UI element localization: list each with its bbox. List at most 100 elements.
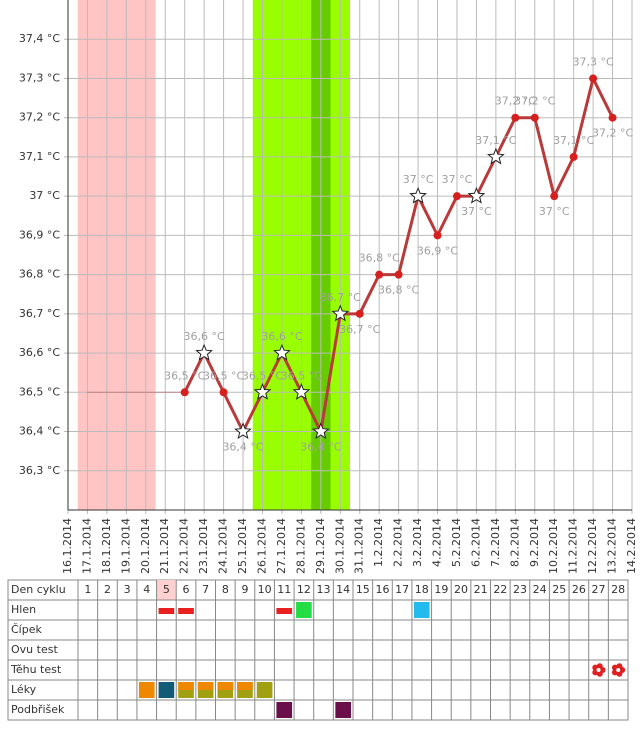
x-tick-label: 28.1.2014 — [294, 518, 307, 574]
star-point — [311, 422, 330, 440]
mark-bar — [158, 608, 175, 614]
day-number: 10 — [258, 583, 272, 596]
x-tick-label: 9.2.2014 — [528, 518, 541, 567]
day-number: 6 — [183, 583, 190, 596]
star-point — [273, 343, 291, 361]
day-number: 22 — [493, 583, 507, 596]
x-tick-label: 13.2.2014 — [606, 518, 619, 574]
value-label: 36,7 °C — [320, 291, 361, 304]
star-point — [331, 304, 350, 322]
row-label: Léky — [11, 683, 37, 696]
x-tick-label: 2.2.2014 — [392, 518, 405, 567]
y-tick-label: 36,6 °C — [19, 346, 60, 359]
day-number: 21 — [474, 583, 488, 596]
x-tick-label: 22.1.2014 — [178, 518, 191, 574]
x-tick-label: 30.1.2014 — [333, 518, 346, 574]
value-label: 36,5 °C — [164, 369, 205, 382]
day-number: 1 — [84, 583, 91, 596]
day-number: 9 — [241, 583, 248, 596]
y-tick-label: 37,1 °C — [19, 150, 60, 163]
x-tick-label: 20.1.2014 — [139, 518, 152, 574]
point — [530, 113, 539, 122]
x-tick-label: 7.2.2014 — [489, 518, 502, 567]
value-label: 36,5 °C — [281, 369, 322, 382]
day-number: 13 — [317, 583, 331, 596]
flower-center — [616, 668, 621, 672]
y-tick-label: 37,3 °C — [19, 71, 60, 84]
x-tick-label: 23.1.2014 — [197, 518, 210, 574]
value-label: 36,4 °C — [300, 441, 341, 454]
star-point — [487, 147, 505, 165]
x-tick-label: 6.2.2014 — [469, 518, 482, 567]
y-tick-label: 36,9 °C — [19, 228, 60, 241]
x-tick-label: 25.1.2014 — [236, 518, 249, 574]
day-number: 14 — [336, 583, 350, 596]
day-number: 25 — [552, 583, 566, 596]
day-number: 16 — [375, 583, 389, 596]
value-label: 36,8 °C — [378, 284, 419, 297]
x-tick-label: 1.2.2014 — [372, 518, 385, 567]
table-header: Den cyklu — [11, 583, 66, 596]
mark-square — [413, 602, 430, 618]
point — [433, 231, 442, 240]
point — [511, 113, 520, 122]
value-label: 36,6 °C — [261, 330, 302, 343]
value-label: 37,1 °C — [475, 134, 516, 147]
star-point — [292, 382, 311, 400]
value-label: 36,5 °C — [242, 369, 283, 382]
flower-petal — [596, 663, 603, 670]
value-label: 36,5 °C — [203, 369, 244, 382]
star-point — [195, 343, 213, 361]
x-tick-label: 24.1.2014 — [217, 518, 230, 574]
day-number: 4 — [143, 583, 150, 596]
band — [77, 0, 156, 510]
x-tick-label: 26.1.2014 — [255, 518, 268, 574]
x-tick-label: 5.2.2014 — [450, 518, 463, 567]
value-label: 37,2 °C — [514, 95, 555, 108]
day-number: 23 — [513, 583, 527, 596]
day-number: 2 — [104, 583, 111, 596]
x-tick-label: 17.1.2014 — [80, 518, 93, 574]
y-tick-label: 36,3 °C — [19, 464, 60, 477]
mark-square — [276, 702, 293, 718]
highlight-cell — [156, 580, 177, 600]
day-number: 8 — [222, 583, 229, 596]
x-tick-label: 10.2.2014 — [547, 518, 560, 574]
y-tick-label: 36,8 °C — [19, 268, 60, 281]
mark-square-top — [237, 682, 253, 690]
mark-square-top — [197, 682, 214, 690]
y-tick-label: 36,5 °C — [19, 385, 60, 398]
value-label: 37,3 °C — [573, 55, 614, 68]
x-tick-label: 4.2.2014 — [431, 518, 444, 567]
mark-square — [335, 702, 351, 718]
point — [375, 270, 384, 279]
mark-square — [138, 682, 155, 698]
point — [180, 388, 189, 397]
table-border — [7, 579, 629, 721]
point — [608, 113, 617, 122]
day-number: 20 — [454, 583, 468, 596]
point — [452, 192, 461, 201]
point — [219, 388, 228, 397]
value-label: 37,2 °C — [592, 127, 633, 140]
day-number: 3 — [124, 583, 131, 596]
y-tick-label: 36,7 °C — [19, 307, 60, 320]
row-label: Ovu test — [11, 643, 58, 656]
day-number: 17 — [395, 583, 409, 596]
value-label: 36,6 °C — [184, 330, 225, 343]
point — [394, 270, 403, 279]
value-label: 37,1 °C — [553, 134, 594, 147]
point — [550, 192, 559, 201]
value-label: 37 °C — [461, 205, 492, 218]
mark-square — [256, 682, 273, 698]
x-tick-label: 16.1.2014 — [61, 518, 74, 574]
star-point — [234, 422, 252, 440]
x-tick-label: 3.2.2014 — [411, 518, 424, 567]
star-point — [467, 186, 486, 204]
row-label: Těhu test — [10, 663, 62, 676]
y-tick-label: 37,4 °C — [19, 32, 60, 45]
point — [569, 152, 578, 161]
value-label: 36,8 °C — [359, 252, 400, 265]
value-label: 36,4 °C — [222, 441, 263, 454]
